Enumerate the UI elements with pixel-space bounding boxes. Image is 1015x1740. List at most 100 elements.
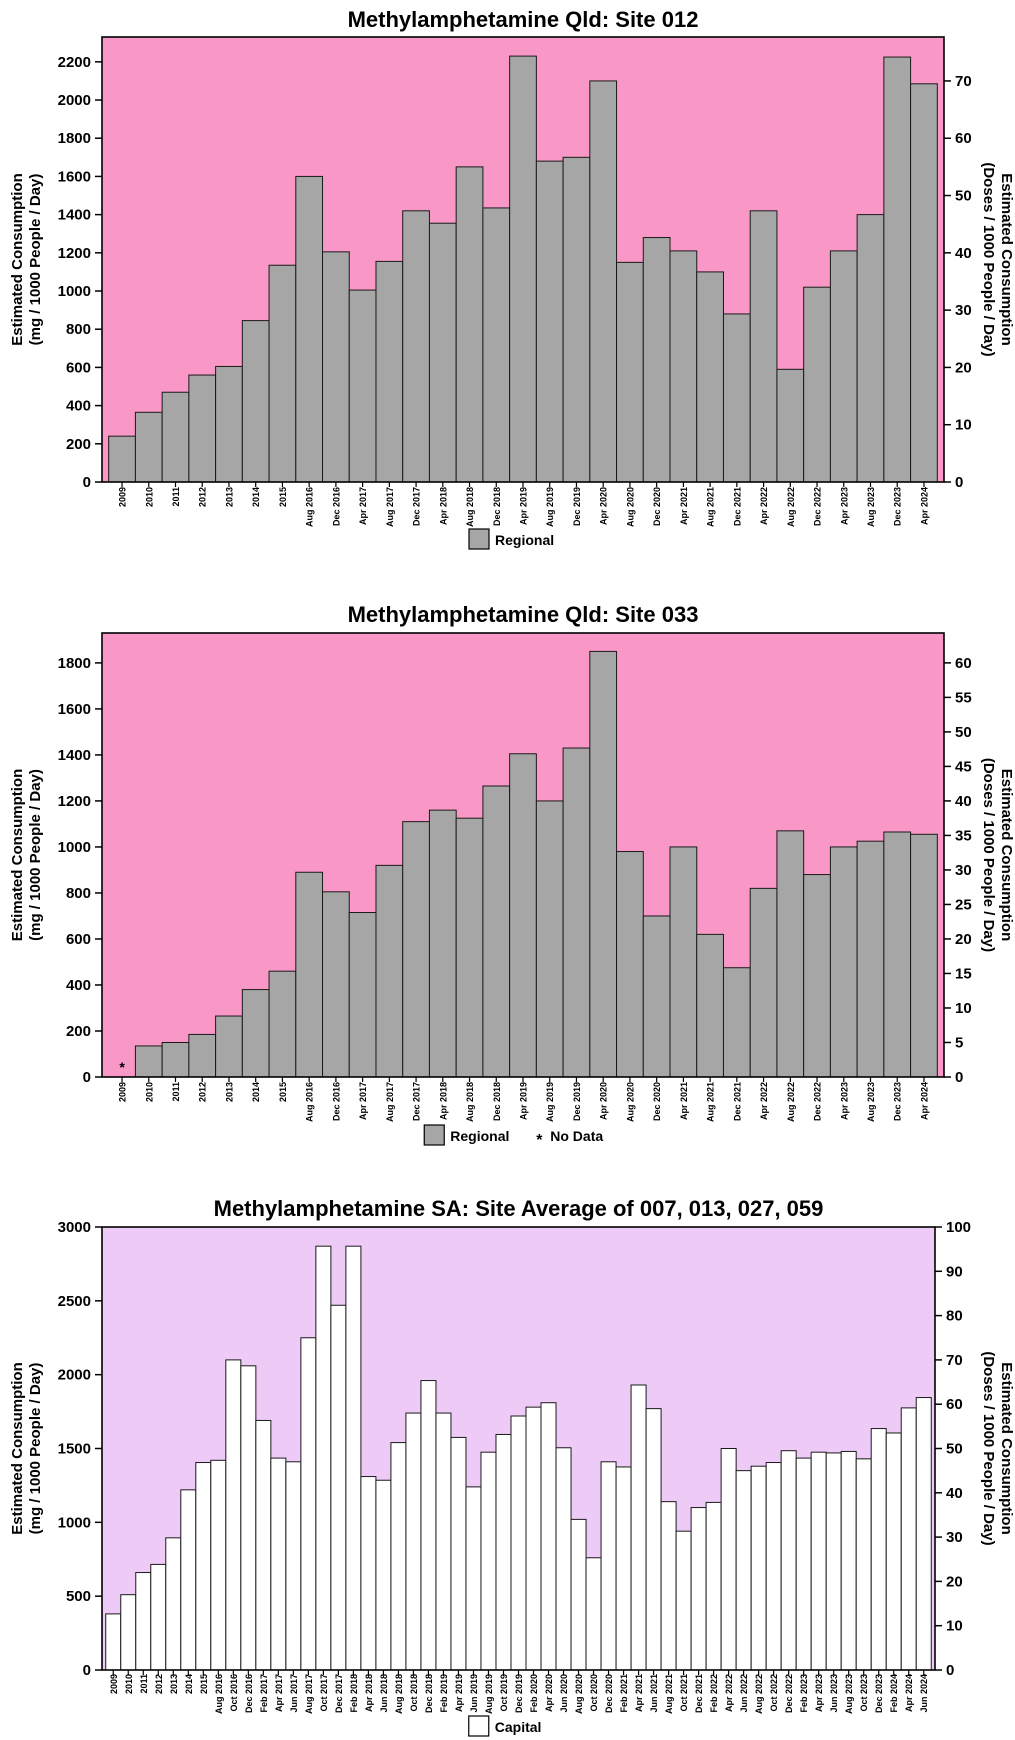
y2-tick-label: 0 — [955, 1069, 963, 1086]
bar — [840, 1450, 857, 1671]
bar — [803, 874, 831, 1078]
bar — [722, 967, 751, 1078]
bar — [780, 1450, 797, 1671]
x-tick-label: 2010 — [124, 1674, 134, 1694]
y-tick-label: 600 — [66, 359, 91, 376]
x-tick-label: Aug 2016 — [305, 487, 315, 527]
y-tick-label: 400 — [66, 977, 91, 994]
y2-tick-label: 70 — [946, 1352, 963, 1369]
bar — [268, 264, 297, 483]
y2-axis-subtitle: (Doses / 1000 People / Day) — [980, 162, 997, 356]
y-tick-label: 500 — [66, 1588, 91, 1605]
y-tick-label: 0 — [83, 1069, 91, 1086]
x-tick-label: Dec 2023 — [893, 1082, 903, 1121]
x-tick-label: Apr 2020 — [599, 1082, 609, 1120]
y2-tick-label: 30 — [955, 862, 972, 879]
bar — [696, 933, 724, 1078]
x-tick-label: Dec 2022 — [784, 1674, 794, 1713]
bar — [535, 160, 564, 483]
bar — [856, 214, 885, 483]
x-tick-label: Dec 2022 — [813, 1082, 823, 1121]
bar — [562, 747, 591, 1078]
bar — [165, 1537, 182, 1671]
bar — [348, 912, 377, 1078]
bar — [420, 1380, 437, 1671]
y-axis-subtitle: (mg / 1000 People / Day) — [27, 174, 44, 346]
x-tick-label: Dec 2018 — [424, 1674, 434, 1713]
x-tick-label: Apr 2023 — [814, 1674, 824, 1712]
y-tick-label: 2500 — [58, 1293, 91, 1310]
bar — [345, 1245, 362, 1671]
bar — [776, 368, 805, 483]
x-tick-label: Apr 2021 — [679, 487, 689, 525]
chart-title: Methylamphetamine SA: Site Average of 00… — [214, 1196, 824, 1221]
x-tick-label: Apr 2024 — [919, 487, 929, 525]
bar — [855, 1458, 872, 1671]
x-tick-label: Aug 2019 — [545, 487, 555, 527]
no-data-marker: * — [119, 1059, 125, 1075]
x-tick-label: 2010 — [144, 1082, 154, 1102]
y-tick-label: 1000 — [58, 839, 91, 856]
x-tick-label: Apr 2023 — [839, 487, 849, 525]
y2-tick-label: 50 — [955, 188, 972, 205]
bar — [795, 1457, 812, 1671]
legend-label: No Data — [550, 1128, 603, 1144]
y2-tick-label: 60 — [946, 1396, 963, 1413]
bar — [810, 1451, 827, 1671]
x-tick-label: Feb 2017 — [259, 1674, 269, 1713]
bar — [660, 1501, 677, 1671]
bar — [241, 989, 270, 1078]
bar — [616, 261, 644, 483]
y2-tick-label: 10 — [946, 1618, 963, 1635]
y2-tick-label: 100 — [946, 1219, 971, 1236]
bar — [450, 1436, 467, 1671]
bar — [390, 1442, 407, 1671]
x-tick-label: Aug 2018 — [465, 1082, 475, 1122]
legend: Capital — [468, 1715, 541, 1737]
x-tick-label: Apr 2019 — [454, 1674, 464, 1712]
bar — [915, 1397, 932, 1671]
bar — [402, 821, 430, 1078]
bar — [268, 970, 297, 1078]
x-tick-label: Oct 2017 — [319, 1674, 329, 1712]
bar — [803, 286, 831, 483]
x-tick-label: Aug 2023 — [866, 487, 876, 527]
bar — [482, 207, 511, 483]
y-tick-label: 1200 — [58, 245, 91, 262]
y-tick-label: 1400 — [58, 207, 91, 224]
x-tick-label: Jun 2020 — [559, 1674, 569, 1713]
bar — [696, 271, 724, 483]
x-tick-label: Dec 2019 — [572, 487, 582, 526]
x-tick-label: Jun 2022 — [739, 1674, 749, 1713]
bar — [482, 785, 511, 1078]
bar — [322, 251, 350, 483]
x-tick-label: Apr 2024 — [919, 1082, 929, 1120]
bar — [255, 1419, 272, 1671]
bar — [765, 1462, 782, 1671]
bar — [428, 809, 457, 1078]
y-tick-label: 200 — [66, 436, 91, 453]
y2-tick-label: 35 — [955, 827, 972, 844]
bar — [161, 391, 190, 483]
bar — [405, 1412, 422, 1671]
y2-tick-label: 10 — [955, 1000, 972, 1017]
chart-1: Methylamphetamine Qld: Site 012020040060… — [9, 7, 1015, 550]
bar — [215, 1015, 243, 1078]
y-tick-label: 0 — [83, 1662, 91, 1679]
y-tick-label: 600 — [66, 931, 91, 948]
x-tick-label: Dec 2020 — [652, 1082, 662, 1121]
legend-swatch — [423, 1124, 445, 1146]
bar — [330, 1304, 347, 1671]
x-tick-label: Aug 2020 — [625, 487, 635, 527]
x-tick-label: 2012 — [198, 487, 208, 507]
bar — [829, 846, 858, 1078]
bar — [856, 840, 885, 1078]
y2-tick-label: 60 — [955, 655, 972, 672]
legend: Regional * No Data — [423, 1124, 603, 1149]
y2-tick-label: 0 — [946, 1662, 954, 1679]
x-tick-label: Apr 2024 — [904, 1674, 914, 1712]
bar — [135, 1572, 152, 1671]
legend-swatch — [468, 1715, 490, 1737]
x-tick-label: Aug 2022 — [786, 487, 796, 527]
